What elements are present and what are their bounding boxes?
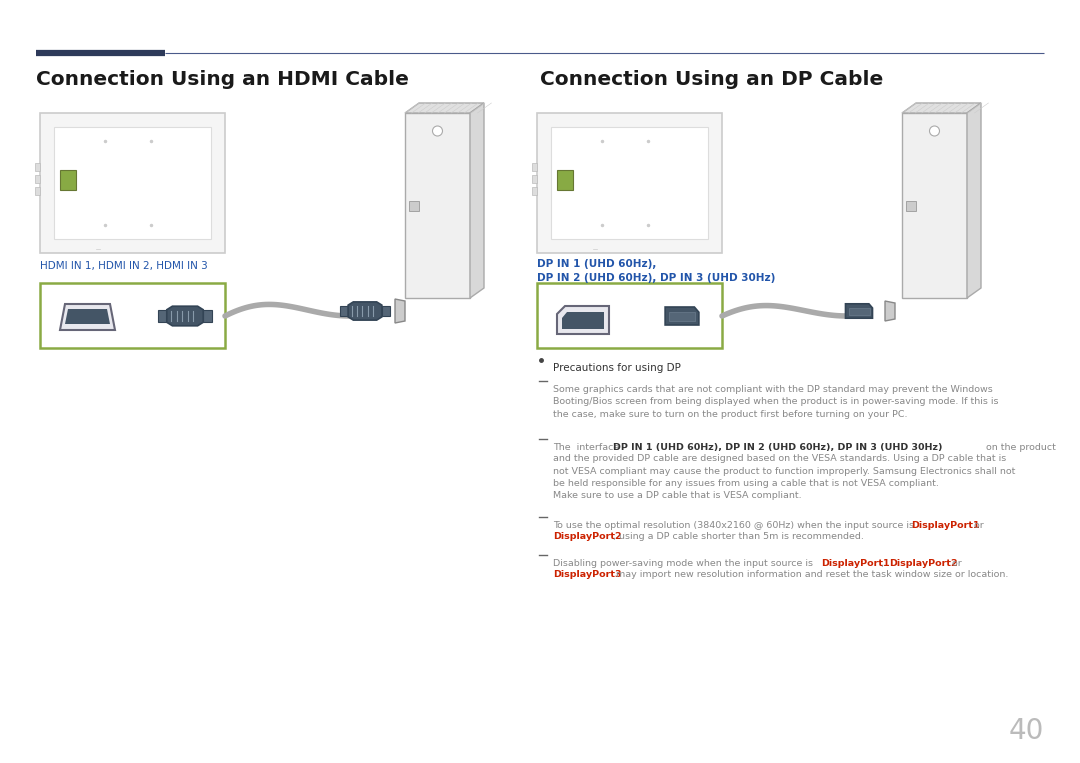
Polygon shape [902,103,981,113]
FancyBboxPatch shape [849,308,869,315]
Polygon shape [557,306,609,334]
FancyBboxPatch shape [382,306,390,316]
Polygon shape [885,301,895,321]
FancyBboxPatch shape [532,175,537,183]
Text: Connection Using an DP Cable: Connection Using an DP Cable [540,70,883,89]
Polygon shape [60,304,114,330]
FancyBboxPatch shape [35,163,40,171]
Text: To use the optimal resolution (3840x2160 @ 60Hz) when the input source is: To use the optimal resolution (3840x2160… [553,521,917,530]
FancyBboxPatch shape [906,201,916,211]
FancyBboxPatch shape [40,283,225,348]
Text: 40: 40 [1009,717,1044,745]
Polygon shape [166,306,203,326]
FancyBboxPatch shape [40,113,225,253]
Text: Connection Using an HDMI Cable: Connection Using an HDMI Cable [36,70,409,89]
Polygon shape [846,304,873,318]
FancyBboxPatch shape [54,127,211,239]
FancyBboxPatch shape [60,170,76,190]
FancyBboxPatch shape [537,283,723,348]
FancyBboxPatch shape [537,113,723,253]
FancyBboxPatch shape [902,113,967,298]
Text: DP IN 1 (UHD 60Hz), DP IN 2 (UHD 60Hz), DP IN 3 (UHD 30Hz): DP IN 1 (UHD 60Hz), DP IN 2 (UHD 60Hz), … [613,443,943,452]
Text: DisplayPort1: DisplayPort1 [821,559,890,568]
Polygon shape [395,299,405,323]
Text: DP IN 2 (UHD 60Hz), DP IN 3 (UHD 30Hz): DP IN 2 (UHD 60Hz), DP IN 3 (UHD 30Hz) [537,273,775,283]
FancyBboxPatch shape [340,306,348,316]
Polygon shape [348,302,382,320]
FancyBboxPatch shape [203,311,212,321]
Text: on the product: on the product [983,443,1056,452]
Text: or: or [971,521,984,530]
Polygon shape [470,103,484,298]
FancyBboxPatch shape [405,113,470,298]
Polygon shape [405,103,484,113]
FancyBboxPatch shape [551,127,708,239]
FancyBboxPatch shape [409,201,419,211]
Text: may import new resolution information and reset the task window size or location: may import new resolution information an… [613,570,1009,579]
Text: Precautions for using DP: Precautions for using DP [553,363,680,373]
Circle shape [930,126,940,136]
Text: Some graphics cards that are not compliant with the DP standard may prevent the : Some graphics cards that are not complia… [553,385,999,419]
Polygon shape [967,103,981,298]
Polygon shape [65,309,110,324]
FancyBboxPatch shape [557,170,573,190]
FancyBboxPatch shape [532,163,537,171]
Text: HDMI IN 1, HDMI IN 2, HDMI IN 3: HDMI IN 1, HDMI IN 2, HDMI IN 3 [40,261,207,271]
Text: DP IN 1 (UHD 60Hz),: DP IN 1 (UHD 60Hz), [537,259,657,269]
Text: Disabling power-saving mode when the input source is: Disabling power-saving mode when the inp… [553,559,816,568]
Text: DisplayPort3: DisplayPort3 [553,570,621,579]
Text: DisplayPort2: DisplayPort2 [889,559,958,568]
Polygon shape [665,307,699,325]
FancyBboxPatch shape [35,187,40,195]
FancyBboxPatch shape [669,312,696,321]
Circle shape [432,126,443,136]
FancyBboxPatch shape [532,187,537,195]
Text: and the provided DP cable are designed based on the VESA standards. Using a DP c: and the provided DP cable are designed b… [553,454,1015,501]
Text: , using a DP cable shorter than 5m is recommended.: , using a DP cable shorter than 5m is re… [613,532,864,541]
Text: ,: , [881,559,887,568]
Text: DisplayPort2: DisplayPort2 [553,532,622,541]
Text: or: or [949,559,962,568]
Text: DisplayPort1: DisplayPort1 [912,521,980,530]
Polygon shape [562,312,604,329]
Text: The  interface: The interface [553,443,622,452]
FancyBboxPatch shape [35,175,40,183]
FancyBboxPatch shape [159,311,166,321]
